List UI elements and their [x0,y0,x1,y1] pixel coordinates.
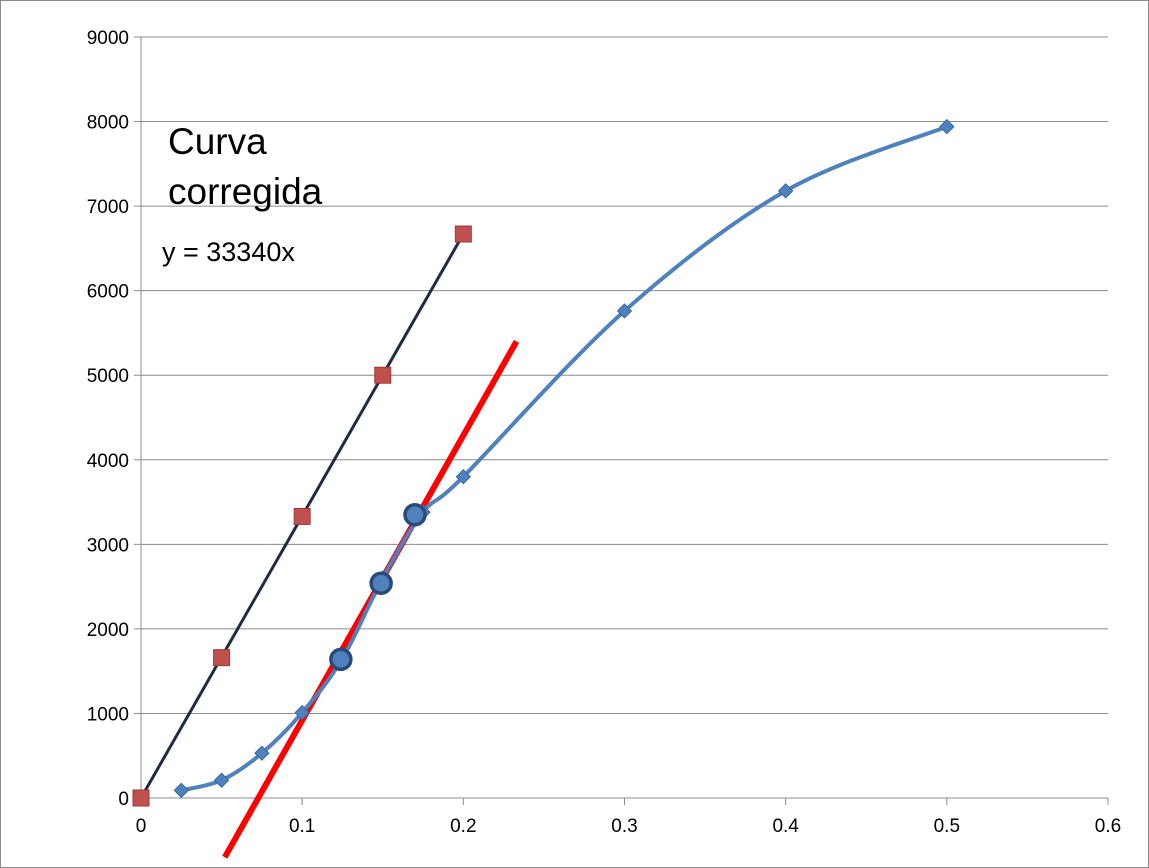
y-tick-label-3: 3000 [87,535,129,556]
series-0-line [180,124,948,793]
series-0-point-8 [616,303,633,319]
series-0-point-7 [455,468,472,485]
series-1-point-4 [454,225,472,243]
series-0-point-10 [939,118,955,135]
x-tick-label-2: 0.2 [450,816,476,837]
series-2-point-1 [369,571,393,595]
x-tick-label-3: 0.3 [611,816,637,837]
x-tick-label-1: 0.1 [289,816,315,837]
y-tick-label-9: 9000 [87,28,129,49]
series-1-point-1 [213,649,231,667]
series-0-point-3 [294,704,310,721]
series-0-point-0 [173,782,189,799]
chart-annotation-title: Curva corregida [168,121,323,212]
series-0-point-1 [213,772,230,788]
x-tick-label-5: 0.5 [934,816,960,837]
y-tick-label-1: 1000 [87,704,129,725]
series-0-point-9 [777,183,794,199]
series-2-point-2 [403,502,427,527]
series-1-point-2 [293,507,311,525]
trendline-equation-label: y = 33340x [156,232,338,272]
y-tick-label-4: 4000 [87,451,129,472]
y-tick-label-8: 8000 [87,113,129,134]
x-tick-label-4: 0.4 [772,816,799,837]
y-tick-label-0: 0 [118,789,129,810]
y-tick-label-6: 6000 [87,282,129,303]
series-2-point-0 [329,647,353,672]
y-tick-label-5: 5000 [87,366,129,387]
series-1-point-0 [132,789,150,807]
y-tick-label-2: 2000 [87,620,129,641]
series-1-point-3 [374,366,392,384]
x-tick-label-0: 0 [136,816,147,837]
x-tick-label-6: 0.6 [1095,816,1121,837]
y-tick-label-7: 7000 [87,197,129,218]
series-0-point-2 [254,745,270,761]
